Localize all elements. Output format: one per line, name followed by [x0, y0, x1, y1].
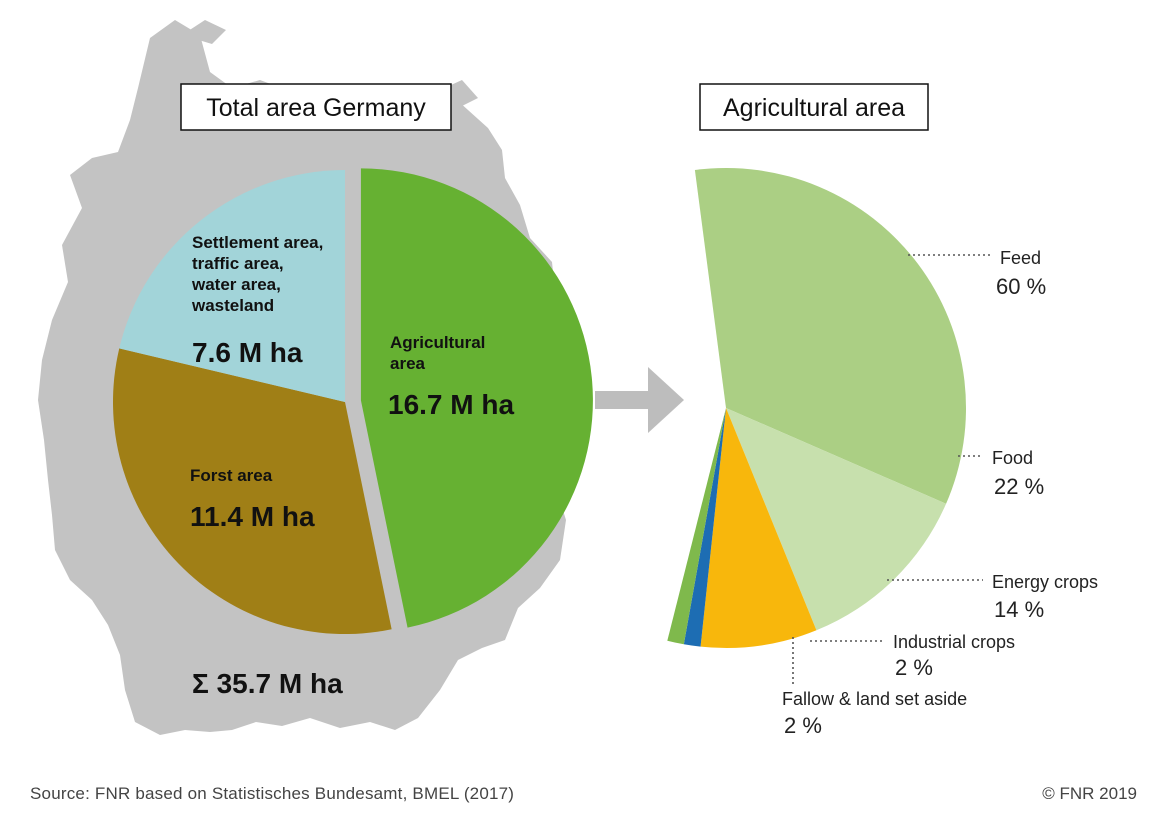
agricultural-label-line: area	[390, 354, 426, 373]
forest-label: Forst area	[190, 466, 273, 485]
pie-slice-industrial-crops	[683, 408, 726, 647]
pie-slice-settlement-area	[119, 170, 345, 402]
arrow-shaft	[595, 391, 655, 409]
pie-slice-energy-crops	[700, 408, 817, 649]
slice-label-fallow-land-set-aside: Fallow & land set aside	[782, 689, 967, 709]
settlement-label-line: wasteland	[191, 296, 274, 315]
arrow-head	[648, 367, 684, 433]
pie-slice-fallow-land-set-aside	[667, 408, 726, 645]
island-shape	[182, 20, 226, 44]
slice-label-energy-crops: Energy crops	[992, 572, 1098, 592]
settlement-label-line: Settlement area,	[192, 233, 323, 252]
chart-svg: Settlement area, traffic area, water area,…	[38, 20, 1098, 738]
forest-value-label: 11.4 M ha	[190, 501, 315, 532]
slice-value-industrial-crops: 2 %	[895, 655, 933, 680]
settlement-label-line: water area,	[191, 275, 281, 294]
slice-value-feed: 60 %	[996, 274, 1046, 299]
title-left: Total area Germany	[206, 94, 426, 122]
pie-slice-feed	[694, 168, 967, 504]
settlement-label-line: traffic area,	[192, 254, 284, 273]
pie-slice-agricultural-area	[360, 168, 593, 628]
slice-label-food: Food	[992, 448, 1033, 468]
agricultural-value-label: 16.7 M ha	[388, 389, 514, 420]
title-box-right	[699, 83, 929, 131]
title-right: Agricultural area	[723, 94, 905, 122]
source-note: Source: FNR based on Statistisches Bunde…	[30, 784, 515, 803]
agricultural-label-line: Agricultural	[390, 333, 485, 352]
title-box-left	[180, 83, 452, 131]
total-label: Σ 35.7 M ha	[192, 668, 343, 699]
pie-slice-food	[726, 408, 947, 631]
slice-label-feed: Feed	[1000, 248, 1041, 268]
slice-value-fallow-land-set-aside: 2 %	[784, 713, 822, 738]
settlement-value-label: 7.6 M ha	[192, 337, 303, 368]
slice-label-industrial-crops: Industrial crops	[893, 632, 1015, 652]
pie-slice-forst-area	[112, 348, 392, 635]
copyright-note: © FNR 2019	[1042, 784, 1137, 803]
slice-value-energy-crops: 14 %	[994, 597, 1044, 622]
slice-value-food: 22 %	[994, 474, 1044, 499]
